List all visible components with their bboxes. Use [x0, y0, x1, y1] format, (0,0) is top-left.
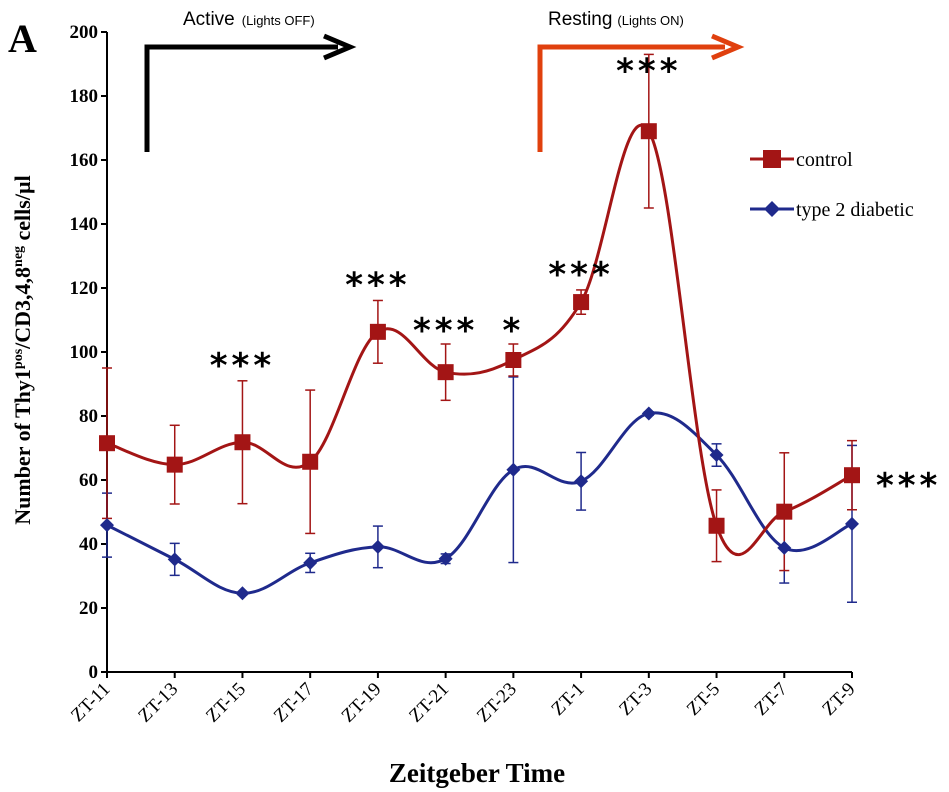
diabetic-data-point: [641, 406, 656, 421]
y-tick-label: 100: [70, 342, 99, 363]
legend-control-label: control: [796, 149, 853, 171]
y-axis-label-part-1: Number of Thy1: [10, 369, 35, 525]
legend-item-control: control: [750, 149, 853, 171]
y-axis-label-part-4: neg: [11, 246, 26, 267]
x-tick-label: ZT-9: [818, 679, 859, 720]
diabetic-data-point: [235, 586, 250, 601]
x-tick-label: ZT-7: [751, 679, 792, 720]
active-label-main: Active: [183, 9, 235, 30]
control-data-point: [99, 435, 115, 452]
x-axis-ticks: ZT-11 ZT-13 ZT-15 ZT-17 ZT-19 ZT-21 ZT-23 ZT-1 Z…: [67, 672, 860, 727]
x-tick-label: ZT-11: [67, 679, 114, 726]
control-data-point: [166, 456, 183, 473]
diabetic-data-point: [438, 551, 453, 566]
active-arrow-head: [323, 33, 357, 61]
x-tick-label: ZT-23: [473, 679, 521, 727]
active-label: Active (Lights OFF): [183, 9, 315, 30]
x-tick-label: ZT-17: [270, 679, 318, 727]
diabetic-data-point: [845, 516, 859, 531]
x-tick-label: ZT-1: [547, 679, 588, 720]
x-tick-label: ZT-3: [615, 679, 656, 720]
y-tick-label: 120: [70, 278, 99, 299]
legend-control-marker: [763, 150, 781, 168]
y-tick-label: 180: [70, 86, 99, 107]
diabetic-data-point: [709, 448, 724, 463]
diabetic-data-point: [777, 540, 792, 555]
control-data-point: [302, 453, 319, 470]
y-tick-label: 20: [79, 598, 98, 619]
y-tick-label: 40: [79, 534, 98, 555]
control-data-point: [776, 503, 793, 520]
significance-label: ***: [876, 466, 941, 506]
control-data-point: [369, 323, 386, 340]
active-label-sub: (Lights OFF): [242, 13, 315, 28]
significance-label: ***: [345, 265, 410, 305]
y-tick-label: 0: [89, 662, 99, 683]
diabetic-data-point: [506, 462, 521, 477]
control-data-point: [708, 517, 725, 534]
y-axis-label-part-2: pos: [11, 348, 26, 369]
legend: control type 2 diabetic: [750, 149, 914, 221]
significance-markers: ********* **********: [210, 51, 941, 506]
y-tick-label: 160: [70, 150, 99, 171]
x-tick-label: ZT-21: [405, 679, 453, 727]
resting-label-main: Resting: [548, 9, 612, 30]
diabetic-series-line: [106, 411, 853, 595]
panel-label: A: [8, 16, 37, 61]
active-arrow: [144, 33, 357, 152]
resting-arrow: [537, 33, 745, 152]
significance-label: *: [502, 311, 524, 351]
x-tick-label: ZT-13: [134, 679, 182, 727]
y-axis-label-part-3: /CD3,4,8: [10, 267, 35, 350]
y-tick-label: 200: [70, 22, 99, 43]
diabetic-data-point: [167, 552, 182, 567]
active-arrow-path: [144, 44, 338, 152]
significance-label: ***: [413, 311, 478, 351]
y-axis-ticks: 0 20 40 60 80 100 120 140 160 180 200: [70, 22, 107, 683]
y-axis-label: Number of Thy1pos/CD3,4,8neg cells/µl: [10, 175, 35, 525]
error-bars: [102, 53, 857, 603]
x-tick-label: ZT-19: [338, 679, 386, 727]
control-data-point: [844, 467, 860, 484]
y-axis-label-part-5: cells/µl: [10, 175, 35, 246]
control-data-point: [437, 364, 454, 381]
resting-label-sub: (Lights ON): [617, 13, 683, 28]
legend-item-diabetic: type 2 diabetic: [750, 199, 914, 221]
resting-arrow-head: [711, 33, 745, 61]
significance-label: ***: [210, 346, 275, 386]
x-tick-label: ZT-5: [683, 679, 724, 720]
x-axis-label: Zeitgeber Time: [389, 758, 565, 788]
legend-diabetic-marker: [764, 201, 780, 217]
x-tick-label: ZT-15: [202, 679, 250, 727]
significance-label: ***: [616, 51, 681, 91]
diabetic-data-point: [370, 539, 385, 554]
control-data-point: [640, 123, 657, 140]
diabetic-data-point: [100, 518, 114, 533]
diabetic-data-point: [574, 474, 589, 489]
diabetic-data-point: [303, 555, 318, 570]
control-data-point: [234, 434, 251, 451]
y-tick-label: 80: [79, 406, 98, 427]
control-data-point: [505, 352, 522, 368]
legend-diabetic-label: type 2 diabetic: [796, 199, 914, 221]
y-tick-label: 140: [70, 214, 99, 235]
resting-arrow-path: [537, 44, 725, 152]
significance-label: ***: [548, 255, 613, 295]
resting-label: Resting (Lights ON): [548, 9, 684, 30]
y-tick-label: 60: [79, 470, 98, 491]
control-data-point: [573, 294, 590, 311]
series-markers: [99, 123, 860, 601]
